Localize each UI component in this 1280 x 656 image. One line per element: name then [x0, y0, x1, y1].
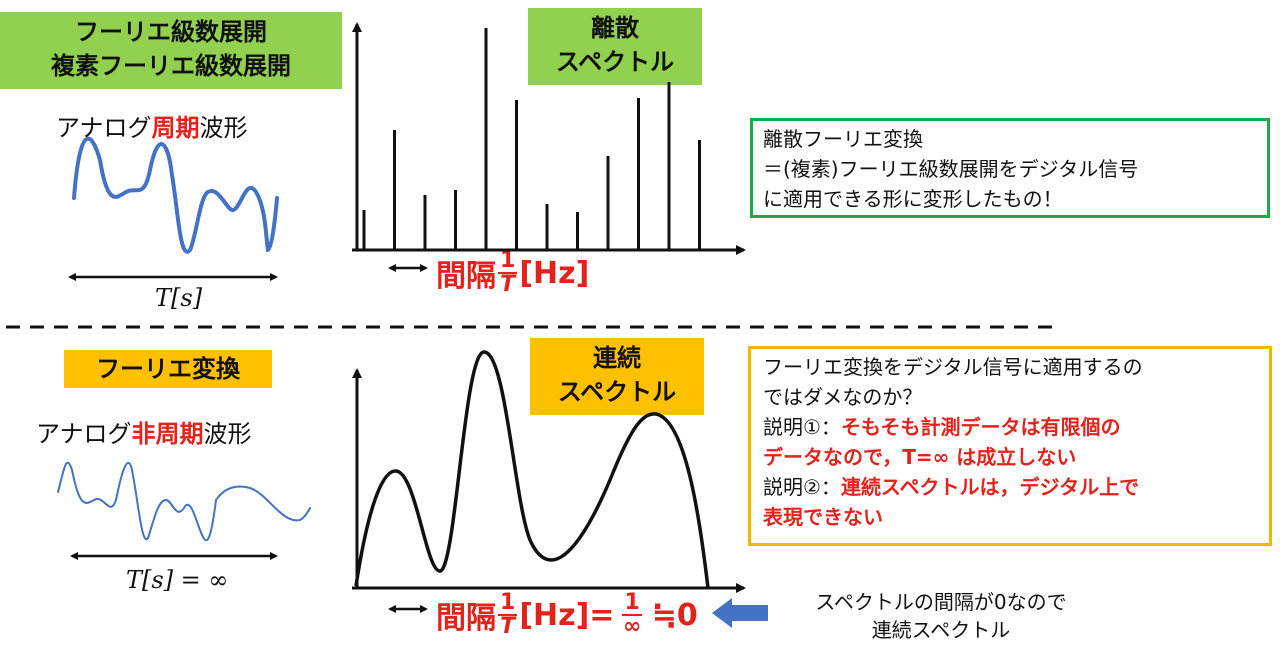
- fourier-series-badge: フーリエ級数展開 複素フーリエ級数展開: [0, 12, 342, 89]
- ft-note-box: フーリエ変換をデジタル信号に適用するの ではダメなのか？ 説明①：そもそも計測デ…: [748, 346, 1272, 546]
- continuous-interval-label: 間隔 1 T [Hz]= 1 ∞ ≒0: [436, 590, 698, 639]
- infinite-period-label: T[s] = ∞: [126, 566, 229, 594]
- discrete-interval-label: 間隔 1 T [Hz]: [436, 248, 590, 297]
- discrete-spectrum-bars: [362, 28, 701, 250]
- continuous-spectrum-badge: 連続 スペクトル: [530, 338, 704, 415]
- aperiodic-waveform: [57, 461, 311, 541]
- left-arrow-icon: [712, 598, 768, 628]
- aperiodic-wave-label: アナログ非周期波形: [36, 420, 252, 448]
- period-label: T[s]: [155, 284, 203, 312]
- periodic-wave-label: アナログ周期波形: [56, 114, 248, 142]
- fourier-transform-badge: フーリエ変換: [64, 350, 272, 388]
- interval-fraction: 1 T: [498, 248, 518, 297]
- interval-fraction: 1 T: [498, 590, 518, 639]
- periodic-waveform: [72, 136, 279, 254]
- dft-note-box: 離散フーリエ変換 ＝(複素)フーリエ級数展開をデジタル信号 に適用できる形に変形…: [750, 118, 1270, 218]
- arrow-note: スペクトルの間隔が0なので 連続スペクトル: [815, 590, 1067, 642]
- infinity-fraction: 1 ∞: [622, 590, 642, 639]
- discrete-spectrum-badge: 離散 スペクトル: [528, 8, 702, 85]
- continuous-spectrum-curve: [354, 350, 710, 589]
